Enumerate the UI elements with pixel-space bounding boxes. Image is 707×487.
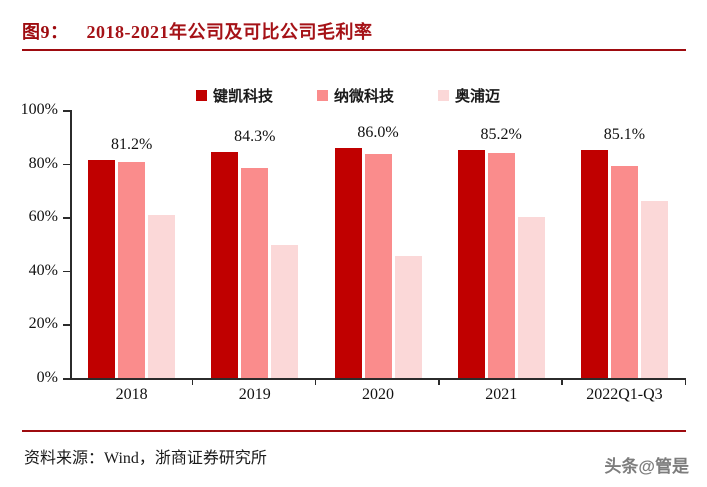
bar[interactable]: [148, 214, 176, 378]
x-axis-label: 2018: [115, 386, 148, 403]
bar[interactable]: [457, 149, 485, 378]
y-axis-line: [70, 110, 72, 378]
y-axis-tick: [63, 324, 70, 326]
watermark: 头条@管是: [604, 457, 689, 476]
legend-swatch-icon: [317, 89, 329, 101]
bar-group: 85.2%: [440, 110, 563, 385]
bar[interactable]: [394, 256, 422, 378]
bar-stack: [440, 110, 563, 378]
x-axis-tick: [438, 378, 440, 385]
bar-group: 84.3%: [193, 110, 317, 385]
bar[interactable]: [610, 166, 638, 378]
bar-data-label: 86.0%: [357, 123, 399, 141]
bar-data-label: 84.3%: [234, 128, 276, 146]
figure-title-text: 2018-2021年公司及可比公司毛利率: [86, 22, 373, 42]
y-axis-label: 40%: [28, 261, 58, 279]
y-axis-label: 80%: [28, 154, 58, 172]
bar-data-label: 81.2%: [110, 136, 153, 154]
bar-group: 85.1%: [563, 110, 687, 385]
y-axis-tick: [63, 110, 70, 112]
bar-data-label: 85.1%: [603, 125, 646, 143]
x-axis-line: [70, 378, 686, 380]
bar[interactable]: [334, 147, 362, 378]
bar[interactable]: [88, 160, 116, 378]
bar-groups: 81.2% 84.3% 86.0% 85.2% 85.1%: [70, 110, 687, 385]
y-axis-label: 60%: [28, 208, 58, 226]
y-axis-tick: [63, 270, 70, 273]
bar[interactable]: [580, 149, 608, 378]
footer-divider: [22, 430, 686, 432]
legend-label: 键凯科技: [213, 88, 274, 105]
bar-stack: [563, 110, 686, 378]
bar[interactable]: [118, 162, 146, 378]
bar[interactable]: [241, 167, 269, 378]
bar[interactable]: [487, 153, 515, 378]
source-note: 资料来源：Wind，浙商证券研究所: [24, 450, 267, 467]
x-axis-tick: [314, 378, 317, 385]
x-axis-tick: [561, 378, 563, 385]
x-axis-label: 2020: [362, 386, 394, 403]
bar-stack: [193, 110, 316, 378]
x-axis-labels: 2018 2019 2020 2021 2022Q1-Q3: [70, 386, 686, 404]
x-axis-label: 2021: [485, 386, 518, 403]
y-axis-label: 100%: [20, 101, 58, 118]
y-axis-label: 0%: [36, 369, 58, 386]
bar[interactable]: [271, 245, 299, 378]
x-axis-label: 2022Q1-Q3: [586, 386, 663, 403]
bar-stack: [316, 110, 439, 378]
y-axis-tick: [63, 378, 70, 380]
figure-title: 图9： 2018-2021年公司及可比公司毛利率: [22, 18, 682, 48]
x-axis-tick: [684, 378, 687, 385]
bar[interactable]: [211, 152, 239, 378]
y-axis-tick: [63, 217, 70, 219]
title-divider: [22, 49, 686, 51]
bar-data-label: 85.2%: [480, 125, 522, 143]
legend-label: 奥浦迈: [455, 88, 501, 105]
bar-group: 86.0%: [316, 110, 440, 385]
legend-swatch-icon: [438, 89, 450, 101]
legend-item[interactable]: 纳微科技: [317, 85, 394, 106]
y-axis-label: 20%: [28, 315, 58, 333]
bar[interactable]: [517, 217, 545, 378]
legend-label: 纳微科技: [334, 88, 395, 105]
bar[interactable]: [640, 201, 668, 378]
bar-stack: [70, 110, 193, 378]
x-axis-tick: [191, 378, 194, 385]
plot-area: 0% 20% 40% 60% 80% 100% 81.2% 84.3% 86.0% 85.2% 8…: [21, 101, 687, 386]
x-axis-label: 2019: [238, 386, 271, 403]
legend-item[interactable]: 奥浦迈: [438, 85, 500, 106]
chart-legend: 键凯科技 纳微科技 奥浦迈: [196, 84, 500, 106]
bar-group: 81.2%: [70, 110, 194, 385]
y-axis-tick: [63, 163, 70, 166]
figure-number: 图9：: [22, 22, 69, 42]
legend-item[interactable]: 键凯科技: [196, 85, 273, 106]
bar[interactable]: [364, 154, 392, 378]
legend-swatch-icon: [196, 89, 207, 101]
